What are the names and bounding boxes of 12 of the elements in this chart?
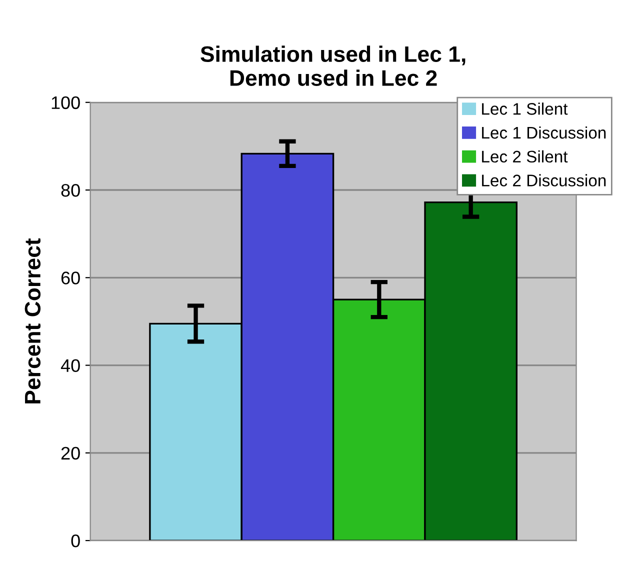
y-tick-label: 60 <box>61 272 80 284</box>
y-tick-label: 0 <box>71 534 80 548</box>
legend-label: Lec 1 Silent <box>482 102 568 115</box>
legend-label: Lec 1 Discussion <box>482 126 606 139</box>
y-axis-title: Percent Correct <box>24 238 41 404</box>
y-tick-label: 100 <box>52 96 80 110</box>
legend-label: Lec 2 Silent <box>482 150 568 163</box>
chart-title: Simulation used in Lec 1, Demo used in Lec 2 <box>200 46 466 86</box>
y-tick-label: 80 <box>61 184 80 197</box>
y-tick-label: 40 <box>60 359 80 372</box>
y-tick-label: 20 <box>61 446 80 460</box>
legend-label: Lec 2 Discussion <box>482 174 606 186</box>
